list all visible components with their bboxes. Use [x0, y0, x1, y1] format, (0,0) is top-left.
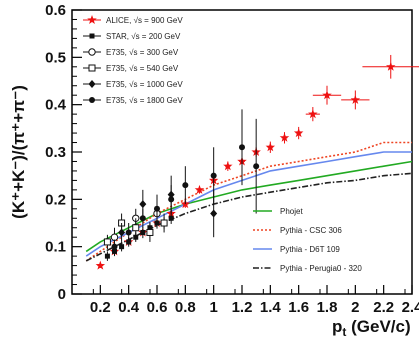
y-tick-label: 0.4 [45, 97, 67, 114]
data-point [265, 142, 276, 152]
data-point [103, 238, 111, 246]
data-point [210, 172, 217, 179]
legend-label: Pythia - CSC 306 [280, 226, 342, 235]
data-point [253, 163, 260, 170]
curves-layer [85, 141, 413, 262]
legend-marker [89, 33, 95, 39]
legend-label: E735, √s = 300 GeV [106, 48, 179, 57]
curve-line [85, 151, 412, 257]
data-point [119, 244, 125, 250]
legend-label: E735, √s = 540 GeV [106, 64, 179, 73]
x-tick-label: 2.4 [402, 299, 419, 316]
data-point [293, 128, 304, 138]
points-layer [95, 54, 419, 270]
ticks-layer: 0.2 0.4 0.6 0.8 1 1.2 1.4 1.6 1.8 2 2.2 2.4 0 0.1 0.2 0… [45, 2, 419, 316]
legend-marker [88, 48, 96, 56]
legend-top: ALICE, √s = 900 GeV STAR, √s = 200 GeV E73… [83, 15, 183, 105]
data-point [110, 233, 119, 241]
x-tick-label: 0.2 [90, 299, 111, 316]
data-point [139, 200, 147, 209]
y-tick-label: 0.6 [45, 2, 66, 19]
data-point [140, 229, 146, 235]
data-point [182, 182, 189, 189]
data-point [139, 215, 146, 222]
x-tick-label: 1 [209, 299, 217, 316]
x-tick-label: 1.8 [317, 299, 338, 316]
x-tick-label: 1.4 [260, 299, 282, 316]
legend-label: E735, √s = 1000 GeV [106, 80, 183, 89]
data-point [350, 94, 361, 104]
data-point [160, 219, 168, 227]
data-point [194, 184, 205, 194]
legend-label: E735, √s = 1800 GeV [106, 96, 183, 105]
x-tick-label: 0.6 [147, 299, 168, 316]
x-tick-label: 2.2 [373, 299, 394, 316]
curve-line [85, 141, 412, 262]
legend-label: Pythia - Perugia0 - 320 [280, 264, 362, 273]
data-point [132, 224, 140, 232]
legend-label: Phojet [280, 207, 303, 216]
legend-marker [88, 64, 96, 72]
y-axis-label: (K⁺+K⁻)/(π⁺+π⁻) [9, 85, 28, 219]
data-point [386, 61, 396, 71]
legend-marker [89, 97, 95, 103]
legend-label: Pythia - D6T 109 [280, 245, 340, 254]
y-tick-label: 0.5 [45, 49, 66, 66]
data-point [223, 161, 233, 171]
legend-label: STAR, √s = 200 GeV [106, 32, 181, 41]
y-tick-label: 0.1 [45, 239, 66, 256]
data-point [210, 209, 218, 218]
y-tick-label: 0.2 [45, 191, 66, 208]
x-tick-label: 1.6 [288, 299, 309, 316]
legend-marker [88, 80, 96, 88]
legend-bottom: Phojet Pythia - CSC 306 Pythia - D6T 109 Py… [253, 207, 362, 273]
y-tick-label: 0 [58, 286, 66, 303]
x-tick-label: 2 [351, 299, 359, 316]
data-point [104, 253, 110, 259]
data-point [279, 132, 290, 142]
data-point [111, 243, 118, 250]
data-point [239, 144, 245, 151]
data-point [118, 228, 126, 237]
x-tick-label: 0.4 [118, 299, 140, 316]
data-point [168, 215, 174, 221]
x-tick-label: 1.2 [232, 299, 253, 316]
legend-marker [87, 15, 97, 24]
data-point [322, 90, 332, 100]
data-point [125, 229, 132, 236]
x-tick-label: 0.8 [175, 299, 196, 316]
x-axis-label: pt (GeV/c) [332, 317, 411, 339]
data-point [154, 205, 160, 212]
legend-label: ALICE, √s = 900 GeV [106, 16, 183, 25]
data-point [95, 260, 106, 270]
data-point [308, 109, 318, 119]
data-point [168, 196, 175, 203]
y-tick-label: 0.3 [45, 144, 66, 161]
data-point [146, 228, 154, 236]
